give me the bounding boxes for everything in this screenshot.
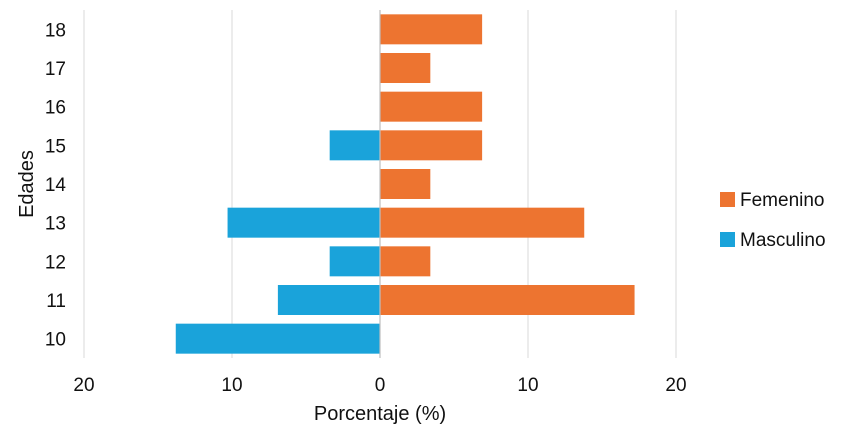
x-tick-labels: 20 10 0 10 20: [73, 375, 686, 396]
y-tick-label: 13: [45, 214, 66, 235]
y-tick-label: 16: [45, 98, 66, 119]
bar-femenino-12: [380, 246, 431, 277]
x-tick-label: 20: [665, 375, 686, 396]
y-tick-label: 14: [45, 175, 67, 196]
bar-femenino-16: [380, 91, 483, 122]
legend-swatch-masculino: [720, 232, 735, 247]
y-axis-title: Edades: [16, 150, 38, 218]
bar-femenino-11: [380, 285, 635, 315]
bar-femenino-14: [380, 169, 431, 199]
y-tick-label: 10: [45, 330, 66, 351]
x-tick-label: 10: [221, 375, 242, 396]
bar-femenino-13: [380, 207, 585, 238]
x-tick-label: 20: [73, 375, 94, 396]
bar-masculino-10: [175, 323, 380, 354]
x-axis-title: Porcentaje (%): [314, 403, 446, 425]
legend-swatch-femenino: [720, 192, 735, 207]
legend-label-femenino: Femenino: [740, 190, 825, 211]
y-tick-labels: 10 11 12 13 14 15 16 17 18: [45, 20, 67, 350]
x-tick-label: 0: [375, 375, 386, 396]
bar-femenino-15: [380, 130, 483, 161]
x-tick-label: 10: [517, 375, 538, 396]
y-tick-label: 11: [46, 291, 66, 312]
bar-femenino-18: [380, 14, 483, 45]
bar-femenino-17: [380, 53, 431, 83]
y-tick-label: 15: [45, 136, 66, 157]
y-tick-label: 17: [45, 59, 66, 80]
legend-label-masculino: Masculino: [740, 230, 826, 251]
bar-masculino-15: [329, 130, 380, 161]
grid-lines: [83, 10, 677, 358]
bar-masculino-11: [277, 285, 380, 315]
bar-masculino-13: [227, 207, 380, 238]
y-tick-label: 18: [45, 20, 66, 41]
bars: [175, 14, 635, 354]
legend: Femenino Masculino: [720, 190, 826, 251]
y-tick-label: 12: [45, 252, 66, 273]
bar-masculino-12: [329, 246, 380, 277]
